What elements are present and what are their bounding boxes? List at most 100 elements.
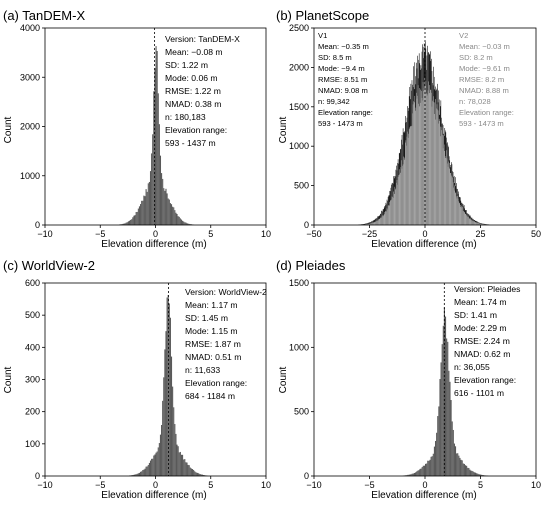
histogram-bar (436, 108, 437, 225)
histogram-bar (155, 452, 157, 476)
histogram-bar (453, 443, 455, 476)
histogram-bar (431, 456, 433, 476)
histogram-bar (437, 416, 439, 476)
histogram-bar (417, 470, 419, 476)
histogram-bar (385, 211, 386, 225)
histogram-bar (458, 455, 460, 476)
histogram-bar (184, 222, 186, 225)
histogram-bar (145, 189, 147, 225)
histogram-bar (142, 470, 144, 476)
histogram-bar (442, 135, 443, 225)
histogram-bar (439, 126, 441, 225)
histogram-bar (410, 474, 412, 476)
stat-line: Mode: 0.06 m (165, 73, 218, 83)
histogram-bar (469, 469, 471, 476)
y-tick-label: 0 (35, 220, 40, 230)
histogram-bar (145, 466, 147, 476)
histogram-bar (152, 458, 154, 476)
histogram-bar (133, 474, 135, 476)
histogram-bar (428, 460, 430, 476)
histogram-bar (437, 109, 438, 225)
histogram-bar (473, 221, 475, 225)
x-tick-label: 10 (531, 480, 541, 490)
y-axis-label: Count (278, 366, 289, 393)
histogram-bar (137, 208, 139, 225)
histogram-bar (411, 126, 412, 225)
histogram-bar (449, 381, 451, 476)
histogram-bar (471, 219, 472, 225)
histogram-bar (179, 451, 181, 476)
histogram-bar (194, 471, 196, 476)
histogram-bar (464, 465, 467, 476)
x-tick-label: 0 (153, 480, 158, 490)
histogram-bar (131, 475, 133, 476)
x-tick-label: 0 (153, 229, 158, 239)
stat-line: Mean: −0.08 m (165, 47, 223, 57)
histogram-bar (438, 123, 439, 225)
histogram-bar (375, 221, 377, 225)
histogram-bar (449, 172, 451, 225)
stat-line: Mode: −9.61 m (459, 64, 510, 73)
histogram-bar (381, 217, 382, 225)
histogram-bar (440, 136, 442, 225)
histogram-bar (373, 222, 374, 225)
histogram-bar (368, 223, 369, 225)
histogram-bar (399, 174, 401, 225)
histogram-bar (470, 219, 472, 225)
histogram-bar (131, 219, 133, 225)
histogram-bar (154, 68, 156, 226)
histogram-bar (448, 370, 450, 476)
histogram-bar (408, 133, 409, 225)
histogram-bar (371, 223, 372, 225)
histogram-bar (187, 223, 189, 225)
histogram-bar (138, 206, 141, 225)
x-tick-label: −5 (95, 480, 105, 490)
histogram-bar (186, 223, 188, 225)
histogram-bar (479, 223, 480, 225)
histogram-bar (448, 163, 450, 225)
histogram-bar (175, 212, 177, 225)
histogram-bar (162, 400, 164, 476)
stats-box-v2: V2 Mean: −0.03 m SD: 8.2 m Mode: −9.61 m… (459, 31, 514, 128)
x-axis-label: Elevation difference (m) (371, 490, 476, 501)
stat-line: Version: WorldView-2 (185, 287, 267, 297)
stat-line: SD: 8.5 m (318, 53, 352, 62)
stat-line: SD: 1.45 m (185, 313, 228, 323)
histogram-bar (155, 46, 157, 226)
histogram-bar (140, 471, 142, 476)
histogram-bar (454, 193, 456, 225)
histogram-bar (390, 200, 392, 225)
histogram-bar (188, 223, 190, 225)
histogram-bar (372, 222, 373, 225)
histogram-bar (182, 454, 184, 476)
histogram-bar (388, 205, 389, 225)
histogram-bar (386, 208, 388, 225)
stat-line: RMSE: 1.22 m (165, 86, 221, 96)
histogram-bar (477, 222, 478, 225)
panel-title: (b) PlanetScope (276, 8, 369, 23)
histogram-bar (443, 144, 445, 225)
histogram-bar (367, 224, 368, 225)
histogram-bar (157, 93, 159, 225)
histogram-bar (482, 223, 483, 225)
histogram-bar (380, 218, 381, 225)
histogram-bar (451, 421, 453, 476)
histogram-bar (392, 197, 394, 225)
stat-line: SD: 1.41 m (454, 310, 497, 320)
panel-title: (d) Pleiades (276, 258, 346, 273)
histogram-bar (419, 88, 421, 225)
histogram-bar (142, 200, 144, 225)
histogram-bar (467, 216, 469, 225)
histogram-bar (427, 95, 428, 226)
histogram-bar (470, 470, 472, 476)
stat-line: V2 (459, 31, 468, 40)
histogram-bar (428, 93, 430, 225)
histogram-bar (476, 222, 478, 225)
histogram-bar (419, 468, 421, 476)
x-tick-label: 0 (422, 480, 427, 490)
histogram-bar (423, 87, 425, 225)
histogram-bar (461, 206, 462, 225)
histogram-bar (406, 145, 407, 225)
histogram-bar (480, 474, 482, 476)
histogram-bar (478, 474, 480, 476)
